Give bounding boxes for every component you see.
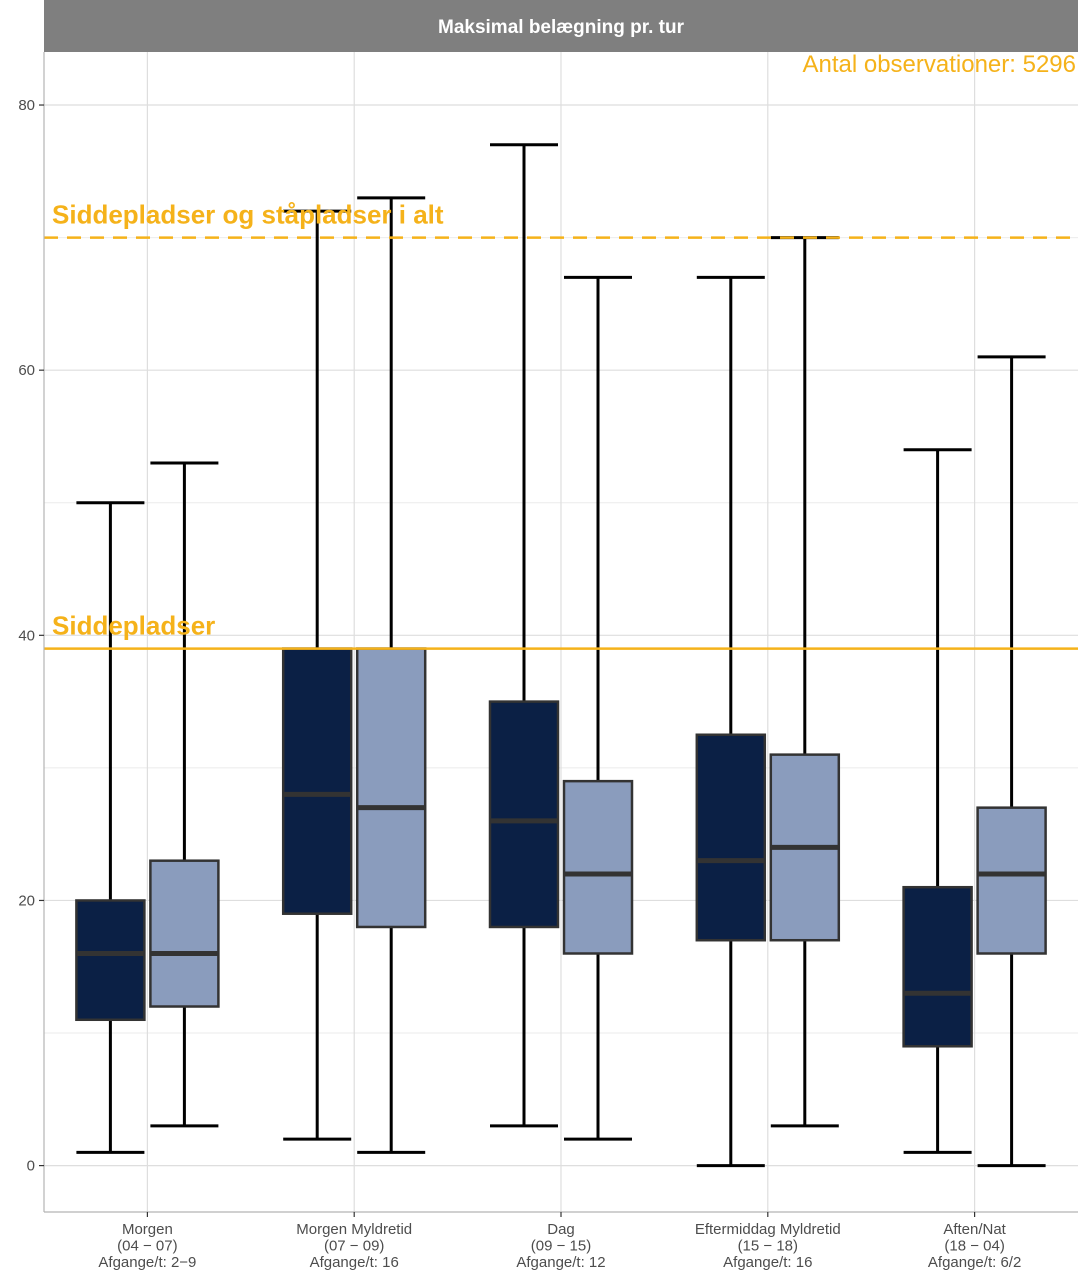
box: [902, 885, 973, 1048]
x-category-label: (04 − 07): [117, 1238, 177, 1255]
x-category-label: Afgange/t: 12: [516, 1254, 605, 1271]
x-category-label: (15 − 18): [738, 1238, 798, 1255]
chart-title: Maksimal belægning pr. tur: [438, 17, 685, 38]
box-group: [562, 275, 634, 1141]
box-group: [695, 275, 767, 1168]
x-category-label: Morgen: [122, 1221, 173, 1238]
reference-line-label: Siddepladser og ståpladser i alt: [52, 200, 444, 230]
observation-count: Antal observationer: 5296: [802, 51, 1076, 78]
y-tick-label: 0: [27, 1158, 35, 1175]
box: [149, 859, 220, 1008]
box: [75, 899, 146, 1022]
x-category-label: Aften/Nat: [943, 1221, 1006, 1238]
y-tick-label: 20: [18, 892, 35, 909]
y-tick-label: 80: [18, 97, 35, 114]
title-strip: Maksimal belægning pr. tur: [44, 0, 1078, 52]
x-category-label: Afgange/t: 16: [310, 1254, 399, 1271]
box: [355, 647, 427, 929]
reference-line-label: Siddepladser: [52, 611, 215, 641]
box: [695, 733, 767, 942]
x-axis: Morgen(04 − 07)Afgange/t: 2−9 Morgen Myld…: [44, 1211, 1078, 1271]
x-category-label: Eftermiddag Myldretid: [695, 1221, 841, 1238]
box-group: [488, 143, 560, 1128]
box-group: [976, 355, 1047, 1168]
box-group: [149, 461, 220, 1128]
x-category-label: Afgange/t: 6/2: [928, 1254, 1021, 1271]
y-axis: 0 20 40 60 80: [18, 52, 45, 1212]
x-category-label: Morgen Myldretid: [296, 1221, 412, 1238]
plot-panel: Siddepladser og ståpladser i alt Siddepla…: [44, 52, 1078, 1212]
y-tick-label: 40: [18, 627, 35, 644]
x-category-label: (09 − 15): [531, 1238, 591, 1255]
x-category-label: Afgange/t: 16: [723, 1254, 812, 1271]
x-category-label: (07 − 09): [324, 1238, 384, 1255]
box: [562, 779, 634, 955]
box-group: [75, 501, 146, 1154]
x-category-label: Afgange/t: 2−9: [98, 1254, 196, 1271]
title-strip-background: [44, 0, 1078, 52]
box-group: [281, 209, 353, 1141]
box: [281, 647, 353, 915]
box: [976, 806, 1047, 955]
x-category-label: Dag: [547, 1221, 575, 1238]
box-group: [769, 236, 841, 1128]
box-group: [902, 448, 973, 1154]
y-tick-label: 60: [18, 362, 35, 379]
box: [488, 700, 560, 929]
x-category-label: (18 − 04): [944, 1238, 1004, 1255]
